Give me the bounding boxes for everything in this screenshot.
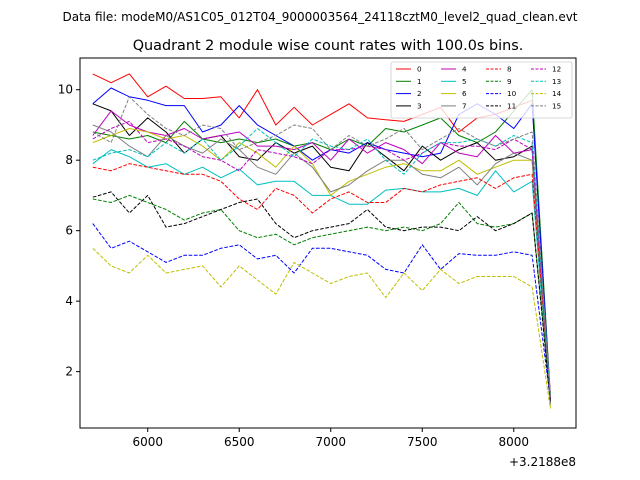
series-line-8 bbox=[92, 163, 551, 393]
legend-label-13: 13 bbox=[552, 77, 561, 86]
series-line-10 bbox=[92, 223, 551, 400]
y-tick-label: 6 bbox=[65, 224, 73, 238]
legend-label-9: 9 bbox=[507, 77, 512, 86]
series-line-14 bbox=[92, 247, 551, 409]
legend-label-2: 2 bbox=[417, 89, 422, 98]
series-line-7 bbox=[92, 124, 551, 404]
series-lines bbox=[92, 73, 551, 409]
x-tick-label: 7500 bbox=[407, 435, 438, 449]
y-tick-label: 10 bbox=[58, 83, 73, 97]
series-line-12 bbox=[92, 120, 551, 399]
legend-label-7: 7 bbox=[462, 101, 467, 110]
legend-label-1: 1 bbox=[417, 77, 422, 86]
plot-area: 6000 6500 7000 7500 8000 2 4 6 8 10 +3.2188e8 0 1… bbox=[58, 57, 577, 469]
chart-title: Quadrant 2 module wise count rates with … bbox=[133, 38, 524, 54]
figure-suptitle: Data file: modeM0/AS1C05_012T04_90000035… bbox=[62, 10, 577, 24]
legend-label-12: 12 bbox=[552, 65, 561, 74]
x-tick-label: 6000 bbox=[132, 435, 163, 449]
legend-label-11: 11 bbox=[507, 101, 516, 110]
legend-frame bbox=[390, 61, 573, 119]
legend-label-4: 4 bbox=[462, 65, 467, 74]
series-line-13 bbox=[92, 128, 551, 397]
series-line-1 bbox=[92, 89, 551, 399]
y-tick-label: 8 bbox=[65, 153, 73, 167]
y-tick-label: 2 bbox=[65, 365, 73, 379]
legend-label-14: 14 bbox=[552, 89, 562, 98]
legend-label-5: 5 bbox=[462, 77, 467, 86]
legend-label-3: 3 bbox=[417, 101, 422, 110]
legend-label-10: 10 bbox=[507, 89, 517, 98]
legend-label-0: 0 bbox=[417, 65, 422, 74]
y-axis: 2 4 6 8 10 bbox=[58, 83, 80, 379]
series-line-15 bbox=[92, 96, 551, 400]
x-axis-offset-label: +3.2188e8 bbox=[509, 455, 576, 469]
series-line-3 bbox=[92, 103, 551, 402]
x-axis: 6000 6500 7000 7500 8000 bbox=[132, 428, 529, 449]
axes-frame bbox=[79, 57, 577, 429]
series-line-11 bbox=[92, 191, 551, 402]
x-tick-label: 6500 bbox=[224, 435, 255, 449]
legend-label-8: 8 bbox=[507, 65, 512, 74]
x-tick-label: 7000 bbox=[315, 435, 346, 449]
legend-label-15: 15 bbox=[552, 101, 561, 110]
series-line-5 bbox=[92, 149, 551, 406]
y-tick-label: 4 bbox=[65, 294, 73, 308]
series-line-0 bbox=[92, 73, 551, 397]
x-tick-label: 8000 bbox=[498, 435, 529, 449]
series-line-4 bbox=[92, 110, 551, 404]
legend-label-6: 6 bbox=[462, 89, 467, 98]
series-line-9 bbox=[92, 194, 551, 397]
